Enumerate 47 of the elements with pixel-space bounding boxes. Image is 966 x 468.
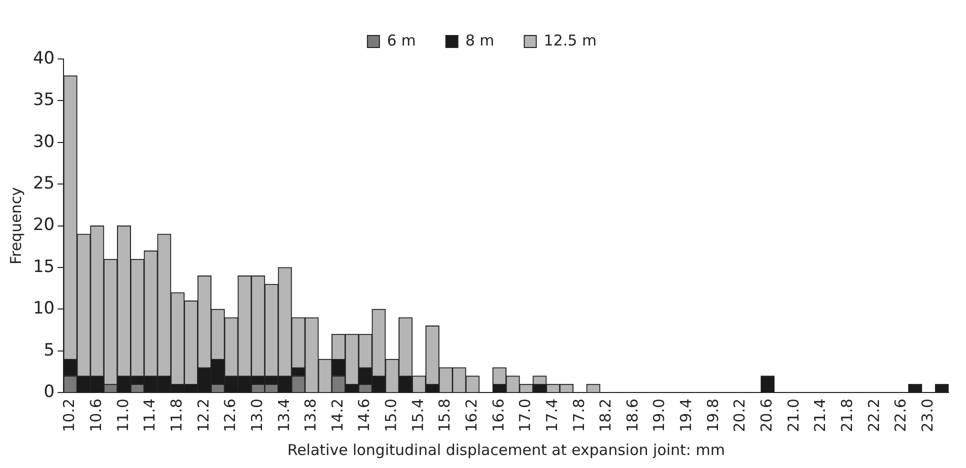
legend-label: 6 m (386, 31, 416, 50)
legend-label: 8 m (465, 31, 494, 50)
y-tick-label: 0 (44, 382, 55, 402)
x-tick-label: 11.0 (114, 398, 132, 432)
x-tick-label: 14.6 (355, 398, 374, 432)
y-tick-label: 5 (44, 340, 55, 360)
x-tick-label: 19.8 (704, 398, 722, 432)
x-tick-label: 10.6 (87, 398, 106, 432)
x-tick-label: 13.8 (302, 398, 320, 432)
x-tick-label: 14.2 (328, 398, 346, 432)
x-axis-title: Relative longitudinal displacement at expansion joint: mm (287, 440, 725, 459)
x-tick-label: 17.0 (516, 398, 534, 432)
x-tick-label: 19.4 (677, 398, 696, 432)
x-tick-label: 10.2 (60, 398, 78, 432)
x-tick-label: 21.4 (811, 398, 830, 432)
x-tick-label: 19.0 (650, 398, 668, 432)
x-tick-label: 20.2 (730, 398, 749, 432)
x-tick-label: 11.8 (168, 398, 186, 432)
x-tick-label: 22.6 (892, 398, 910, 432)
x-tick-label: 15.8 (436, 398, 454, 432)
x-tick-label: 13.4 (274, 398, 293, 432)
x-tick-label: 15.4 (408, 398, 427, 432)
x-tick-label: 18.6 (623, 398, 642, 432)
y-tick-label: 30 (32, 132, 55, 152)
y-tick-label: 15 (32, 256, 55, 277)
x-tick-label: 21.8 (838, 398, 856, 432)
x-tick-label: 17.8 (570, 398, 588, 432)
x-tick-label: 20.6 (758, 398, 776, 432)
y-tick-label: 20 (32, 215, 55, 236)
legend-label: 12.5 m (544, 31, 597, 50)
x-tick-label: 13.0 (248, 398, 266, 432)
x-tick-label: 23.0 (918, 398, 936, 432)
x-tick-label: 21.0 (784, 398, 802, 432)
x-tick-label: 11.4 (140, 398, 159, 432)
x-tick-label: 12.2 (194, 398, 212, 432)
x-tick-label: 16.2 (462, 398, 481, 432)
x-tick-label: 22.2 (864, 398, 883, 432)
y-tick-label: 25 (32, 174, 55, 194)
y-tick-label: 35 (32, 90, 55, 110)
x-tick-label: 18.2 (596, 398, 615, 432)
y-tick-label: 10 (32, 298, 55, 319)
y-axis-title: Frequency (6, 186, 25, 265)
x-tick-label: 15.0 (382, 398, 400, 432)
x-tick-label: 12.6 (221, 398, 240, 432)
y-tick-label: 40 (32, 48, 55, 68)
x-tick-label: 17.4 (542, 398, 561, 432)
x-tick-label: 16.6 (489, 398, 508, 432)
